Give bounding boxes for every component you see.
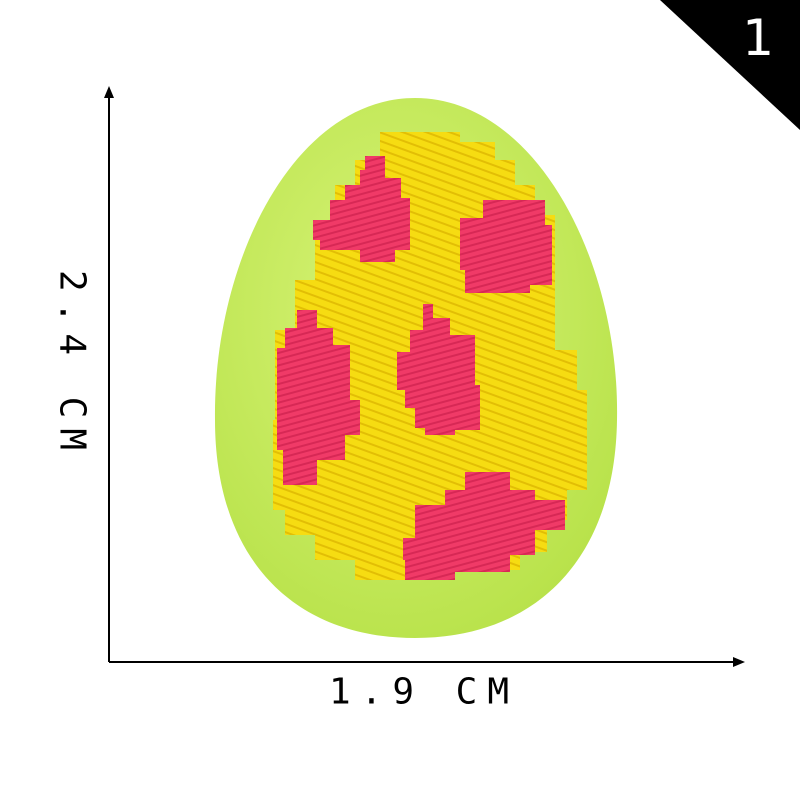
vertical-arrowhead bbox=[104, 86, 114, 98]
egg-patch bbox=[214, 98, 618, 638]
pink-spot-left bbox=[277, 310, 360, 485]
pink-spot-middle bbox=[397, 304, 480, 435]
height-dimension-label: 2.4 CM bbox=[51, 269, 93, 461]
corner-triangle bbox=[660, 0, 800, 130]
pink-spot-bottom bbox=[403, 472, 565, 580]
pink-spot-top-right bbox=[460, 200, 552, 293]
horizontal-arrowhead bbox=[733, 657, 745, 667]
pink-spot-top-left bbox=[313, 156, 410, 262]
badge-number: 1 bbox=[742, 9, 774, 67]
corner-badge bbox=[660, 0, 800, 130]
width-dimension-label: 1.9 CM bbox=[328, 671, 520, 713]
